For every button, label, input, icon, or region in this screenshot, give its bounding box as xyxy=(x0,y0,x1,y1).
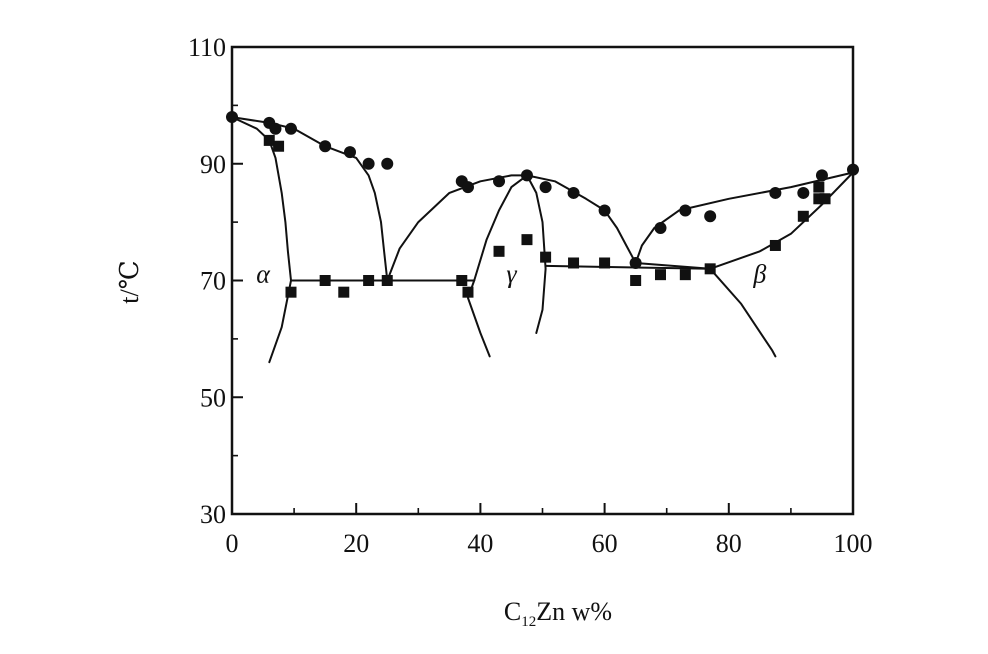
circle-point-9 xyxy=(461,181,474,194)
x-axis-label-main: C xyxy=(504,597,521,626)
x-axis-label-subscript: 12 xyxy=(521,614,536,630)
plot-axes xyxy=(230,45,855,516)
x-tick-label-100: 100 xyxy=(834,529,873,558)
phase-boundary-9 xyxy=(709,267,777,358)
square-point-20 xyxy=(813,193,825,205)
phase-label-0: α xyxy=(256,260,271,289)
square-point-14 xyxy=(630,275,642,286)
circle-point-22 xyxy=(847,163,859,176)
y-tick-label-30: 30 xyxy=(200,500,226,529)
phase-label-1: γ xyxy=(506,260,517,289)
square-point-21 xyxy=(819,193,831,205)
square-point-12 xyxy=(568,257,580,269)
square-point-3 xyxy=(319,275,331,286)
circle-point-21 xyxy=(815,169,828,182)
phase-boundary-10 xyxy=(634,171,854,264)
x-tick-label-40: 40 xyxy=(467,529,493,558)
square-point-8 xyxy=(462,286,474,298)
y-tick-label-50: 50 xyxy=(200,383,226,412)
phase-boundary-6 xyxy=(473,174,528,282)
circle-point-19 xyxy=(769,186,782,199)
circle-point-12 xyxy=(539,181,552,194)
circle-point-3 xyxy=(284,122,297,135)
square-point-6 xyxy=(381,275,393,286)
square-point-13 xyxy=(599,257,611,269)
x-tick-label-0: 0 xyxy=(226,529,239,558)
x-tick-label-20: 20 xyxy=(343,529,369,558)
square-point-19 xyxy=(797,210,809,222)
square-point-7 xyxy=(456,275,468,286)
circle-point-6 xyxy=(362,157,375,170)
circle-point-13 xyxy=(567,186,580,199)
circle-point-2 xyxy=(269,122,282,135)
square-point-17 xyxy=(704,263,716,275)
phase-label-2: β xyxy=(752,260,766,289)
phase-boundary-0 xyxy=(231,116,389,282)
y-tick-label-90: 90 xyxy=(200,150,226,179)
circle-point-18 xyxy=(704,210,717,223)
x-tick-label-60: 60 xyxy=(592,529,618,558)
circle-point-16 xyxy=(654,221,667,234)
square-point-5 xyxy=(363,275,375,286)
x-axis-label: C12Zn w% xyxy=(504,597,612,630)
phase-boundary-7 xyxy=(526,174,547,334)
phase-boundaries xyxy=(231,116,854,364)
circle-point-15 xyxy=(629,256,642,269)
square-point-15 xyxy=(654,269,666,281)
circle-point-7 xyxy=(381,157,394,170)
y-axis-label: t/℃ xyxy=(115,260,144,304)
circle-point-20 xyxy=(797,186,810,199)
phase-boundary-1 xyxy=(231,116,292,282)
square-point-1 xyxy=(273,140,285,152)
circle-point-5 xyxy=(343,146,356,159)
square-point-16 xyxy=(679,269,691,281)
circle-point-10 xyxy=(493,175,506,188)
y-tick-label-70: 70 xyxy=(200,267,226,296)
square-point-4 xyxy=(338,286,350,298)
circle-point-17 xyxy=(679,204,692,217)
square-point-0 xyxy=(263,134,275,146)
square-point-22 xyxy=(813,181,825,193)
circle-point-0 xyxy=(226,111,238,124)
data-markers xyxy=(226,111,859,298)
square-point-11 xyxy=(540,251,552,263)
tick-labels: 0 20 40 60 80 100 30 50 70 90 110 xyxy=(188,33,873,558)
circle-point-4 xyxy=(319,140,332,153)
y-tick-label-110: 110 xyxy=(188,33,226,62)
x-axis-label-rest: Zn w% xyxy=(536,597,612,626)
circle-point-14 xyxy=(598,204,611,217)
square-point-9 xyxy=(493,245,505,257)
circle-point-11 xyxy=(520,169,533,182)
square-point-2 xyxy=(285,286,297,298)
x-tick-label-80: 80 xyxy=(716,529,742,558)
square-point-10 xyxy=(521,234,533,246)
square-point-18 xyxy=(769,239,781,251)
